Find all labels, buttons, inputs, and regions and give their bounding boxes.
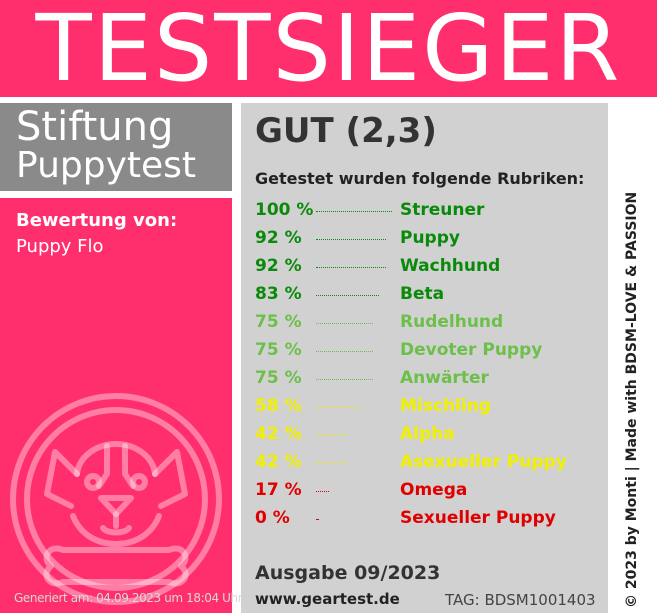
tag-label: TAG: BDSM1001403: [445, 591, 596, 609]
rubric-bar: [316, 435, 348, 436]
rubric-row: 42 % Alpha: [255, 423, 600, 451]
rubric-percent: 0 %: [255, 508, 290, 528]
org-line1: Stiftung: [16, 104, 174, 150]
org-line2: Puppytest: [16, 145, 197, 186]
rubric-row: 92 % Wachhund: [255, 255, 600, 283]
rubric-name: Omega: [400, 480, 468, 500]
rubric-name: Rudelhund: [400, 312, 504, 332]
rubric-row: 75 % Devoter Puppy: [255, 339, 600, 367]
rubric-name: Streuner: [400, 200, 485, 220]
rubric-name: Mischling: [400, 396, 491, 416]
rubric-row: 92 % Puppy: [255, 227, 600, 255]
website-link[interactable]: www.geartest.de: [255, 590, 400, 608]
rubric-bar: [316, 351, 373, 352]
evaluation-label: Bewertung von:: [16, 210, 178, 231]
rubric-heading: Getestet wurden folgende Rubriken:: [255, 169, 585, 188]
banner: TESTSIEGER: [0, 0, 657, 97]
rubric-name: Anwärter: [400, 368, 489, 388]
rubric-row: 0 % Sexueller Puppy: [255, 507, 600, 535]
evaluation-box: Bewertung von: Puppy Flo Generiert am: 0…: [0, 198, 243, 613]
edition-label: Ausgabe 09/2023: [255, 562, 441, 584]
rubric-percent: 75 %: [255, 312, 302, 332]
rubric-bar: [316, 379, 373, 380]
puppy-logo-icon: [10, 393, 222, 605]
rubric-bar: [316, 407, 360, 408]
rubric-bar: [316, 211, 392, 212]
rubric-bar: [316, 267, 386, 268]
rubric-name: Wachhund: [400, 256, 501, 276]
rubric-name: Beta: [400, 284, 445, 304]
rubric-bar: [316, 463, 348, 464]
rubric-percent: 75 %: [255, 340, 302, 360]
rubric-name: Puppy: [400, 228, 460, 248]
rubric-row: 17 % Omega: [255, 479, 600, 507]
copyright-side-text: © 2023 by Monti | Made with BDSM-LOVE & …: [624, 191, 640, 608]
rubric-percent: 92 %: [255, 228, 302, 248]
rubric-row: 75 % Anwärter: [255, 367, 600, 395]
banner-title: TESTSIEGER: [35, 0, 622, 102]
rubric-bar: [316, 239, 386, 240]
rubric-name: Devoter Puppy: [400, 340, 543, 360]
rubric-percent: 83 %: [255, 284, 302, 304]
rubric-row: 58 % Mischling: [255, 395, 600, 423]
org-box: Stiftung Puppytest: [0, 103, 232, 191]
rubric-percent: 17 %: [255, 480, 302, 500]
rubric-name: Sexueller Puppy: [400, 508, 556, 528]
rubric-name: Alpha: [400, 424, 455, 444]
rubric-list: 100 % Streuner 92 % Puppy 92 % Wachhund 83 % Be…: [255, 199, 600, 535]
rubric-row: 75 % Rudelhund: [255, 311, 600, 339]
rubric-row: 42 % Asexueller Puppy: [255, 451, 600, 479]
generated-timestamp: Generiert am: 04.09.2023 um 18:04 Uhr: [14, 591, 243, 605]
rubric-percent: 42 %: [255, 452, 302, 472]
rubric-row: 100 % Streuner: [255, 199, 600, 227]
rubric-percent: 92 %: [255, 256, 302, 276]
rubric-bar: [316, 295, 379, 296]
rubric-percent: 42 %: [255, 424, 302, 444]
rubric-bar: [316, 491, 329, 492]
rubric-percent: 75 %: [255, 368, 302, 388]
rubric-percent: 58 %: [255, 396, 302, 416]
results-panel: GUT (2,3) Getestet wurden folgende Rubri…: [241, 103, 608, 613]
evaluation-name: Puppy Flo: [16, 236, 104, 257]
grade-title: GUT (2,3): [255, 111, 437, 151]
rubric-name: Asexueller Puppy: [400, 452, 567, 472]
rubric-percent: 100 %: [255, 200, 314, 220]
rubric-row: 83 % Beta: [255, 283, 600, 311]
rubric-bar: [316, 519, 318, 520]
rubric-bar: [316, 323, 373, 324]
